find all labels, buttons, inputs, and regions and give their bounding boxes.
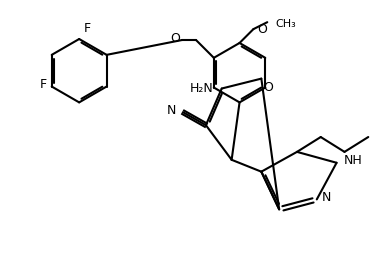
Text: N: N <box>322 191 331 204</box>
Text: H₂N: H₂N <box>190 82 214 95</box>
Text: N: N <box>167 104 176 117</box>
Text: CH₃: CH₃ <box>275 19 296 29</box>
Text: O: O <box>170 32 180 45</box>
Text: F: F <box>84 22 91 35</box>
Text: F: F <box>40 78 47 91</box>
Text: O: O <box>263 81 273 94</box>
Text: O: O <box>257 23 267 36</box>
Text: NH: NH <box>344 154 362 167</box>
